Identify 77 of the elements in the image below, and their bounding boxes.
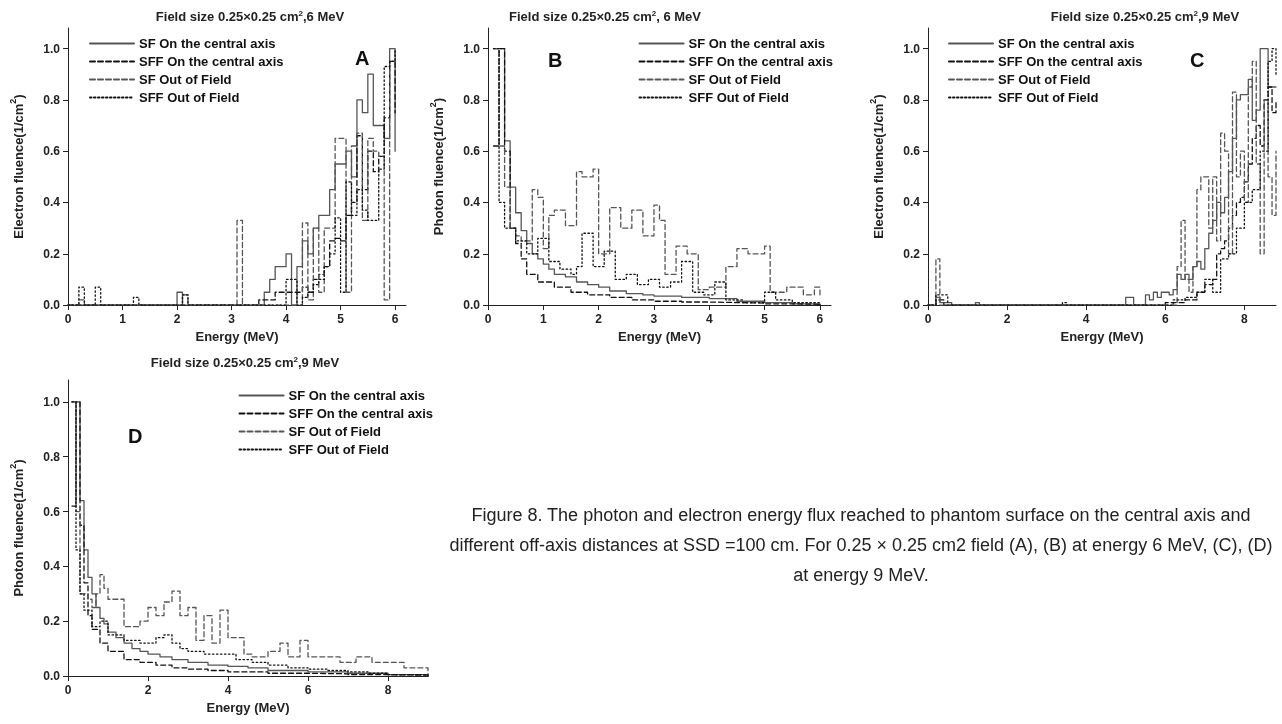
legend-label: SF Out of Field [288, 424, 382, 439]
y-tick-label: 0.0 [43, 298, 61, 313]
y-tick-label: 0.4 [903, 195, 921, 210]
legend-label: SFF Out of Field [139, 90, 240, 105]
x-tick-label: 4 [224, 683, 232, 697]
y-tick-label: 0.8 [463, 92, 481, 107]
legend-label: SF Out of Field [998, 72, 1091, 87]
legend-label: SFF On the central axis [139, 54, 284, 69]
legend-label: SF On the central axis [288, 388, 426, 403]
x-tick-label: 4 [705, 312, 713, 327]
legend-label: SF Out of Field [688, 72, 782, 87]
x-tick-label: 5 [337, 312, 345, 327]
annotation: A [355, 47, 370, 69]
x-tick-label: 0 [484, 312, 492, 327]
x-axis-title: Energy (MeV) [195, 329, 279, 344]
y-tick-label: 0.8 [43, 92, 61, 107]
legend-label: SFF On the central axis [688, 54, 834, 69]
y-tick-label: 0.0 [903, 298, 921, 313]
y-tick-label: 1.0 [43, 394, 61, 409]
x-tick-label: 2 [1003, 312, 1011, 327]
y-axis-title: Electron fluence(1/cm2) [867, 94, 886, 239]
y-tick-label: 1.0 [903, 41, 921, 56]
x-tick-label: 3 [228, 312, 236, 327]
x-tick-label: 2 [144, 683, 152, 697]
annotation: B [548, 49, 563, 71]
x-tick-label: 0 [64, 683, 72, 697]
y-tick-label: 0.8 [903, 92, 921, 107]
legend-label: SFF On the central axis [288, 406, 434, 421]
legend-label: SFF Out of Field [288, 442, 389, 457]
y-tick-label: 0.8 [43, 449, 61, 464]
y-tick-label: 0.6 [43, 504, 61, 519]
y-tick-label: 0.2 [903, 246, 921, 261]
y-tick-label: 0.2 [43, 246, 61, 261]
y-tick-label: 0.2 [43, 614, 61, 629]
legend-label: SFF Out of Field [998, 90, 1099, 105]
annotation: D [128, 425, 143, 447]
x-tick-label: 6 [391, 312, 399, 327]
x-tick-label: 1 [539, 312, 547, 327]
y-tick-label: 0.2 [463, 246, 481, 261]
x-axis-title: Energy (MeV) [617, 329, 702, 344]
legend-label: SF On the central axis [139, 36, 276, 51]
x-tick-label: 6 [304, 683, 312, 697]
caption: Figure 8. The photon and electron energy flux reached to phantom surface on the central axis and different off-axis distances at SSD =100 cm. For 0.25 × 0.25 cm2 field (A), (B) at energy 6 MeV, (C), (D) at energy 9 MeV. [448, 504, 1274, 587]
y-tick-label: 0.0 [463, 298, 481, 313]
y-tick-label: 1.0 [463, 41, 481, 56]
legend-label: SFF Out of Field [688, 90, 789, 105]
x-tick-label: 5 [761, 312, 769, 327]
x-tick-label: 4 [1082, 312, 1090, 327]
y-tick-label: 0.6 [903, 144, 921, 159]
legend-label: SFF On the central axis [998, 54, 1143, 69]
x-tick-label: 4 [282, 312, 290, 327]
y-tick-label: 0.0 [43, 669, 61, 683]
x-tick-label: 3 [650, 312, 658, 327]
legend-label: SF On the central axis [688, 36, 826, 51]
legend-label: SF Out of Field [139, 72, 232, 87]
x-axis-title: Energy (MeV) [206, 699, 290, 715]
x-tick-label: 0 [64, 312, 72, 327]
y-axis-title: Electron fluence(1/cm2) [7, 94, 26, 239]
x-tick-label: 1 [119, 312, 127, 327]
y-tick-label: 0.6 [43, 144, 61, 159]
legend-label: SF On the central axis [998, 36, 1135, 51]
x-tick-label: 8 [1241, 312, 1249, 327]
x-tick-label: 8 [384, 683, 392, 697]
x-tick-label: 0 [924, 312, 932, 327]
y-tick-label: 0.6 [463, 144, 481, 159]
x-tick-label: 2 [595, 312, 603, 327]
y-axis-title: Photon fluence(1/cm2) [427, 97, 446, 236]
x-tick-label: 2 [173, 312, 181, 327]
y-tick-label: 1.0 [43, 41, 61, 56]
y-axis-title: Photon fluence(1/cm2) [7, 459, 26, 597]
x-tick-label: 6 [1161, 312, 1169, 327]
x-tick-label: 6 [816, 312, 824, 327]
y-tick-label: 0.4 [43, 195, 61, 210]
y-tick-label: 0.4 [463, 195, 481, 210]
y-tick-label: 0.4 [43, 559, 61, 574]
x-axis-title: Energy (MeV) [1060, 329, 1144, 344]
annotation: C [1190, 49, 1205, 71]
